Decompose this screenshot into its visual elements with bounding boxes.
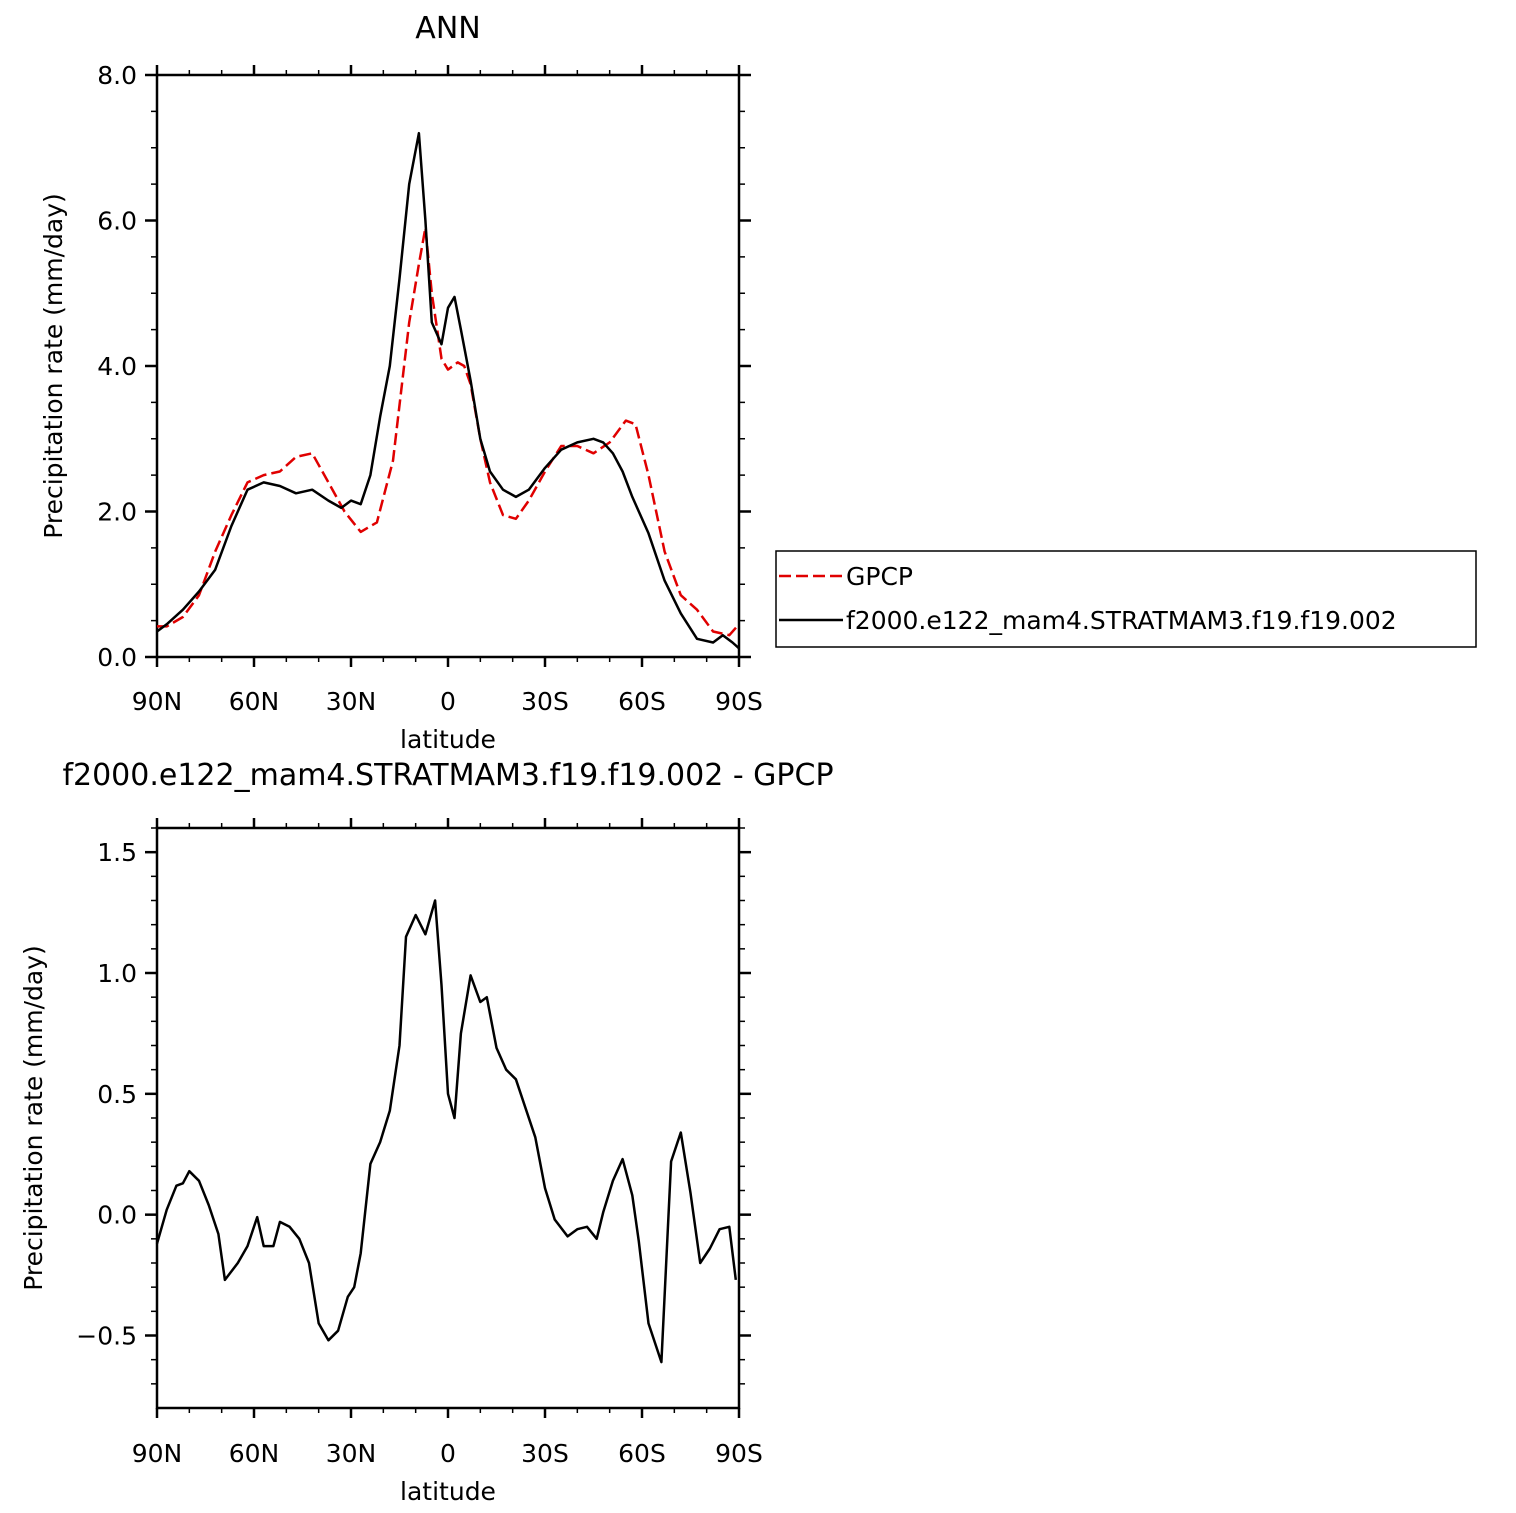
top-chart: ANN 90N 60N 30N 0 30S 60S 90S 0.0 2.0 4.0 6.0 8.0 lat… [39,11,763,754]
x-tick-label: 60N [229,1439,280,1468]
y-tick-label: 8.0 [97,61,137,90]
y-tick-label: 1.0 [97,959,137,988]
series-line-0 [157,226,740,637]
x-tick-label: 30N [326,1439,377,1468]
x-tick-label: 60S [618,687,666,716]
plot-frame [155,73,741,659]
x-axis-label: latitude [400,1477,496,1506]
x-tick-label: 60N [229,687,280,716]
legend: GPCP f2000.e122_mam4.STRATMAM3.f19.f19.0… [775,550,1477,648]
bottom-chart: f2000.e122_mam4.STRATMAM3.f19.f19.002 - … [19,758,834,1506]
x-tick-label: 60S [618,1439,666,1468]
x-tick-label: 30N [326,687,377,716]
y-tick-label: 1.5 [97,838,137,867]
series-line-1 [156,131,740,650]
x-tick-label: 30S [521,687,569,716]
chart-title: ANN [415,11,480,46]
x-tick-label: 30S [521,1439,569,1468]
x-tick-label: 0 [440,687,456,716]
y-axis-label: Precipitation rate (mm/day) [19,945,48,1291]
plot-frame [155,826,741,1410]
x-tick-label: 90N [132,687,183,716]
y-tick-label: 0.0 [97,643,137,672]
x-tick-label: 90N [132,1439,183,1468]
y-axis-label: Precipitation rate (mm/day) [39,193,68,539]
chart-title: f2000.e122_mam4.STRATMAM3.f19.f19.002 - … [62,758,833,793]
legend-box [775,550,1477,648]
x-tick-label: 0 [440,1439,456,1468]
y-tick-label: 0.5 [97,1080,137,1109]
x-tick-label: 90S [715,687,763,716]
y-tick-label: 4.0 [97,352,137,381]
series-line-0 [155,899,738,1364]
x-tick-label: 90S [715,1439,763,1468]
legend-label-model: f2000.e122_mam4.STRATMAM3.f19.f19.002 [846,606,1397,635]
legend-label-gpcp: GPCP [846,562,913,591]
x-axis-label: latitude [400,725,496,754]
y-tick-label: 6.0 [97,207,137,236]
y-tick-label: 2.0 [97,498,137,527]
y-tick-label: 0.0 [97,1201,137,1230]
y-tick-label: −0.5 [76,1322,137,1351]
